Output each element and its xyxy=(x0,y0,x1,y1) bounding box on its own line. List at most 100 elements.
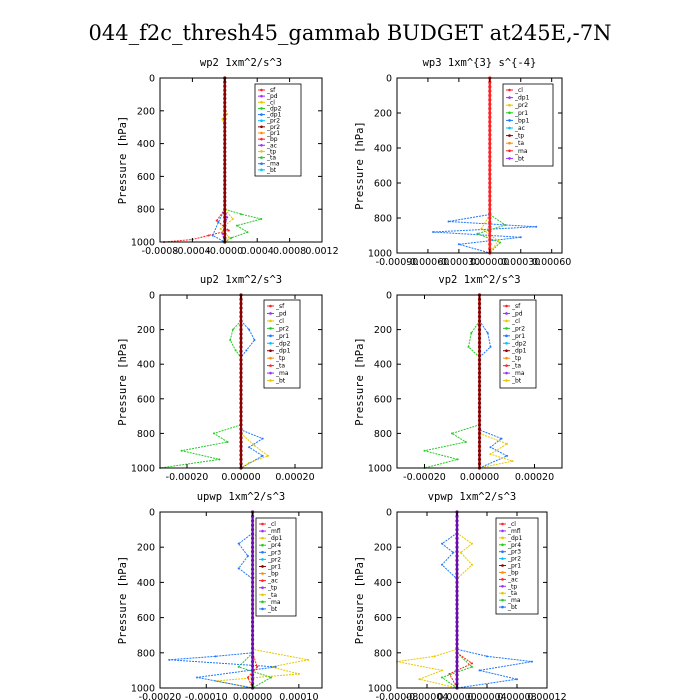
y-tick-label: 800 xyxy=(374,429,392,440)
series-marker xyxy=(516,678,518,681)
legend-entry: _bp xyxy=(267,571,279,578)
legend-marker xyxy=(501,585,504,588)
legend-entry: _sf xyxy=(266,87,276,94)
legend-entry: _ta xyxy=(267,592,277,599)
series-marker xyxy=(455,563,459,567)
legend-entry: _ta xyxy=(511,363,521,370)
x-tick-label: -0.00090 xyxy=(376,257,419,268)
series-marker xyxy=(477,319,482,323)
series-marker xyxy=(477,405,482,410)
x-tick-label: -0.0008 xyxy=(142,246,179,257)
legend-marker xyxy=(261,551,264,554)
series-marker xyxy=(261,437,264,440)
legend-marker xyxy=(508,96,511,99)
plot-frame xyxy=(159,77,323,243)
series-marker xyxy=(423,449,426,452)
legend-marker xyxy=(260,88,263,92)
legend-marker xyxy=(269,319,272,323)
y-tick-label: 0 xyxy=(386,291,392,302)
series-marker xyxy=(207,234,210,237)
legend-entry: _pr1 xyxy=(275,333,289,340)
series-marker xyxy=(471,665,473,668)
series-marker xyxy=(459,551,462,554)
legend-entry: _dp2 xyxy=(275,340,291,347)
legend-entry: _bt xyxy=(267,606,278,613)
legend-marker xyxy=(261,558,264,561)
series-marker xyxy=(223,228,227,232)
series-marker xyxy=(488,194,492,198)
y-tick-label: 200 xyxy=(137,543,155,554)
series-marker xyxy=(488,242,492,246)
series-marker xyxy=(488,238,492,242)
legend-marker xyxy=(261,522,264,526)
legend-entry: _ta xyxy=(275,363,285,370)
legend-entry: _ma xyxy=(266,161,280,168)
legend-entry: _ma xyxy=(507,597,521,604)
series-marker xyxy=(488,190,492,194)
x-tick-label: 0.0008 xyxy=(273,246,306,257)
legend: _cl_mfl_dp1_pr4_pr3_pr2_pr1_bp_ac_tp_ta_… xyxy=(255,517,297,617)
legend-entry: _tp xyxy=(514,133,524,140)
series-marker xyxy=(250,598,255,602)
series-marker xyxy=(227,229,230,232)
series-marker xyxy=(477,423,482,427)
series-marker xyxy=(223,133,227,137)
series-marker xyxy=(250,629,255,633)
panel-6: vpwp 1xm^2/s^3 Pressure [hPa] 0 200 400 600 80… xyxy=(354,491,567,700)
legend-marker xyxy=(501,529,504,533)
series-marker xyxy=(246,231,249,234)
series-marker xyxy=(223,236,227,240)
series-marker xyxy=(261,454,264,457)
series-marker xyxy=(246,555,249,557)
series-marker xyxy=(455,532,459,536)
y-tick-label: 600 xyxy=(374,613,392,624)
legend: _cl_dp1_pr2_pr1_bp1_ac_tp_ta_ma_bt xyxy=(502,83,554,167)
legend-marker xyxy=(261,529,264,533)
x-tick-label: -0.00060 xyxy=(407,257,450,268)
legend-marker xyxy=(260,131,263,135)
legend-entry: _tp xyxy=(511,355,521,362)
series-marker xyxy=(477,328,482,332)
series-line xyxy=(240,433,270,469)
series-marker xyxy=(477,414,482,418)
series-marker xyxy=(239,366,243,371)
panel-title: vp2 1xm^2/s^3 xyxy=(438,274,520,286)
legend-entry: _pr1 xyxy=(507,563,521,570)
series-marker xyxy=(250,655,255,659)
series-marker xyxy=(223,219,227,224)
series-marker xyxy=(250,638,255,642)
legend-marker xyxy=(501,550,504,553)
series-marker xyxy=(488,137,492,141)
series-marker xyxy=(441,669,443,672)
series-marker xyxy=(477,431,482,435)
series-marker xyxy=(455,607,459,611)
series-marker xyxy=(253,338,256,341)
legend-marker xyxy=(261,600,264,604)
series-marker xyxy=(223,187,227,191)
series-marker xyxy=(488,225,492,229)
series-marker xyxy=(504,224,507,226)
series-marker xyxy=(221,118,224,120)
legend-marker xyxy=(260,162,263,166)
legend-entry: _ma xyxy=(511,370,525,377)
series-marker xyxy=(213,432,215,435)
series-marker xyxy=(250,624,255,629)
series-marker xyxy=(455,602,459,607)
series-marker xyxy=(455,682,459,686)
legend-marker xyxy=(260,137,263,141)
series-marker xyxy=(239,392,243,397)
series-marker xyxy=(488,155,492,159)
series-marker xyxy=(250,572,255,576)
series-marker xyxy=(237,542,240,545)
series-marker xyxy=(218,458,221,461)
legend-entry: _pr3 xyxy=(267,549,281,556)
series-marker xyxy=(229,338,232,341)
y-tick-label: 600 xyxy=(374,179,392,190)
series-marker xyxy=(250,563,255,567)
series-marker xyxy=(239,427,243,431)
series-line xyxy=(448,652,473,689)
series-marker xyxy=(477,323,482,327)
series-marker xyxy=(239,349,243,353)
series-marker xyxy=(250,558,255,563)
legend-entry: _sf xyxy=(275,303,285,310)
